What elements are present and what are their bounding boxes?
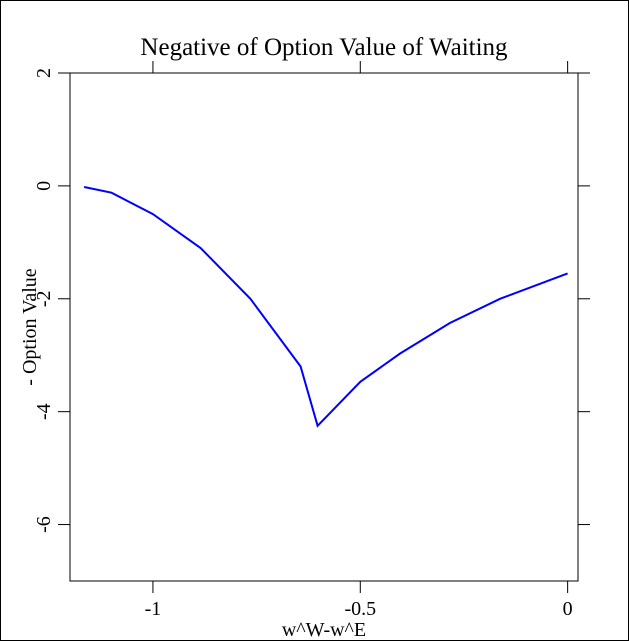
- chart-title: Negative of Option Value of Waiting: [140, 34, 508, 61]
- line: [83, 186, 568, 428]
- y-tick-label: -4: [33, 403, 55, 420]
- x-tick-label: 0: [563, 598, 573, 620]
- y-tick-label: -6: [33, 516, 55, 533]
- y-tick-label: 2: [33, 68, 55, 78]
- y-tick-label: 0: [33, 181, 55, 191]
- x-tick-label: -0.5: [344, 598, 376, 620]
- y-tick-label: -2: [33, 290, 55, 307]
- x-axis-label: w^W-w^E: [282, 619, 366, 641]
- x-tick-label: -1: [145, 598, 162, 620]
- y-axis-label: - Option Value: [19, 268, 41, 386]
- plot-area: [69, 72, 579, 582]
